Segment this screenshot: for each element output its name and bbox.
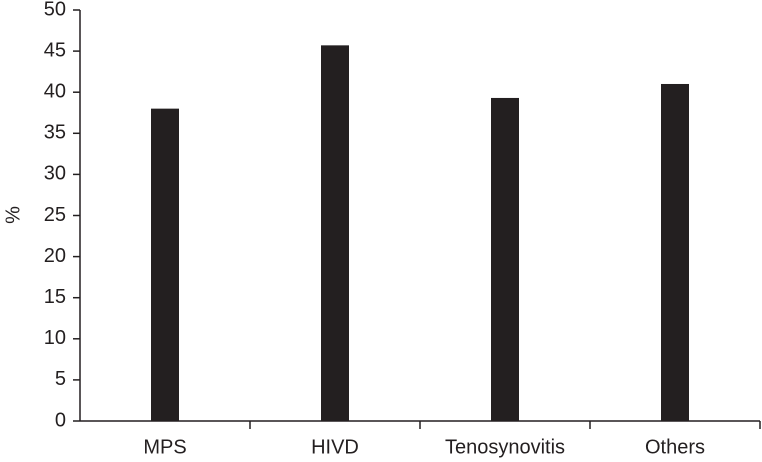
y-tick-label: 10	[44, 327, 66, 349]
x-tick-label: HIVD	[311, 436, 359, 458]
y-tick-label: 20	[44, 245, 66, 267]
bar	[661, 83, 689, 421]
y-tick-label: 0	[55, 409, 66, 431]
y-tick-label: 40	[44, 80, 66, 102]
y-tick-label: 45	[44, 39, 66, 61]
y-tick-label: 35	[44, 122, 66, 144]
x-tick-label: MPS	[143, 436, 186, 458]
x-tick-label: Tenosynovitis	[445, 436, 565, 458]
y-tick-label: 30	[44, 163, 66, 185]
y-tick-label: 5	[55, 368, 66, 390]
bar	[151, 108, 179, 421]
y-tick-label: 25	[44, 204, 66, 226]
y-tick-label: 15	[44, 286, 66, 308]
bar	[321, 45, 349, 421]
y-axis-label: %	[2, 206, 24, 224]
x-tick-label: Others	[645, 436, 705, 458]
bar	[491, 97, 519, 421]
y-tick-label: 50	[44, 0, 66, 20]
